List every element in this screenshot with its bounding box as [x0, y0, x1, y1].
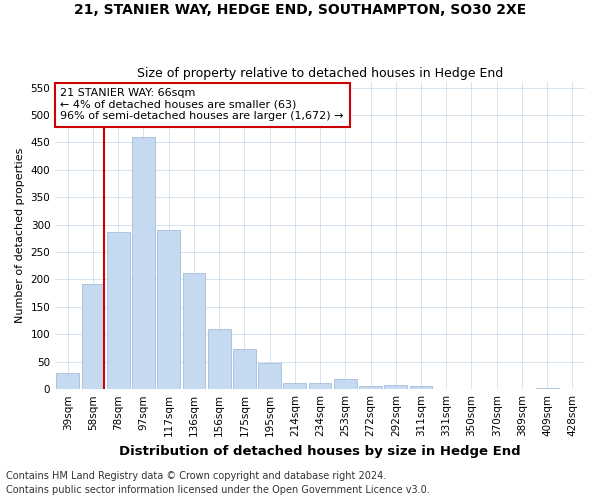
Text: 21, STANIER WAY, HEDGE END, SOUTHAMPTON, SO30 2XE: 21, STANIER WAY, HEDGE END, SOUTHAMPTON,… — [74, 2, 526, 16]
Text: 21 STANIER WAY: 66sqm
← 4% of detached houses are smaller (63)
96% of semi-detac: 21 STANIER WAY: 66sqm ← 4% of detached h… — [61, 88, 344, 122]
Bar — [258, 364, 281, 389]
Bar — [359, 386, 382, 389]
Bar — [56, 372, 79, 389]
X-axis label: Distribution of detached houses by size in Hedge End: Distribution of detached houses by size … — [119, 444, 521, 458]
Title: Size of property relative to detached houses in Hedge End: Size of property relative to detached ho… — [137, 66, 503, 80]
Y-axis label: Number of detached properties: Number of detached properties — [15, 148, 25, 324]
Bar — [536, 388, 559, 389]
Bar — [82, 284, 104, 389]
Bar — [233, 349, 256, 389]
Bar — [283, 382, 306, 389]
Bar — [334, 379, 356, 389]
Bar — [157, 230, 180, 389]
Bar — [208, 329, 230, 389]
Text: Contains HM Land Registry data © Crown copyright and database right 2024.
Contai: Contains HM Land Registry data © Crown c… — [6, 471, 430, 495]
Bar — [107, 232, 130, 389]
Bar — [309, 383, 331, 389]
Bar — [385, 385, 407, 389]
Bar — [410, 386, 433, 389]
Bar — [132, 137, 155, 389]
Bar — [182, 273, 205, 389]
